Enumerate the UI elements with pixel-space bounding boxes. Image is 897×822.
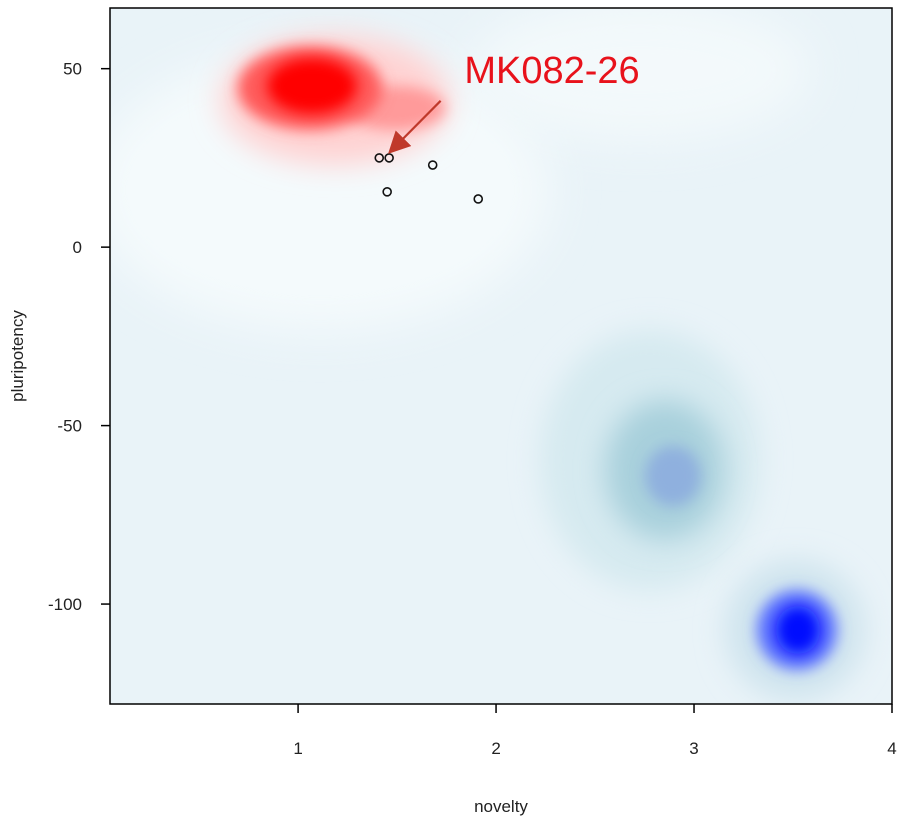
red-density-core [267, 58, 357, 114]
y-tick-label: 50 [63, 60, 82, 79]
x-axis-title: novelty [474, 797, 528, 816]
annotation-label: MK082-26 [464, 50, 639, 92]
data-point [382, 187, 392, 197]
x-tick-label: 1 [293, 739, 302, 758]
x-axis: 1 2 3 4 [293, 704, 897, 758]
annotation: MK082-26 [388, 50, 640, 154]
data-point [427, 160, 438, 170]
data-point [384, 153, 394, 163]
y-axis: 50 0 -50 -100 [48, 60, 110, 614]
data-point [374, 153, 385, 163]
plot-frame [109, 7, 893, 705]
y-tick-label: -50 [57, 417, 82, 436]
data-points [374, 153, 484, 204]
density-layer [110, 8, 865, 700]
data-point [473, 194, 484, 204]
y-axis-title: pluripotency [8, 310, 27, 402]
x-tick-label: 3 [689, 739, 698, 758]
y-tick-label: 0 [73, 238, 82, 257]
x-tick-label: 2 [491, 739, 500, 758]
blue-density-core [776, 606, 820, 654]
annotation-arrow [388, 100, 442, 154]
upper-right-halo [470, 8, 810, 140]
x-tick-label: 4 [887, 739, 896, 758]
teal-density-core [645, 446, 701, 506]
y-tick-label: -100 [48, 595, 82, 614]
